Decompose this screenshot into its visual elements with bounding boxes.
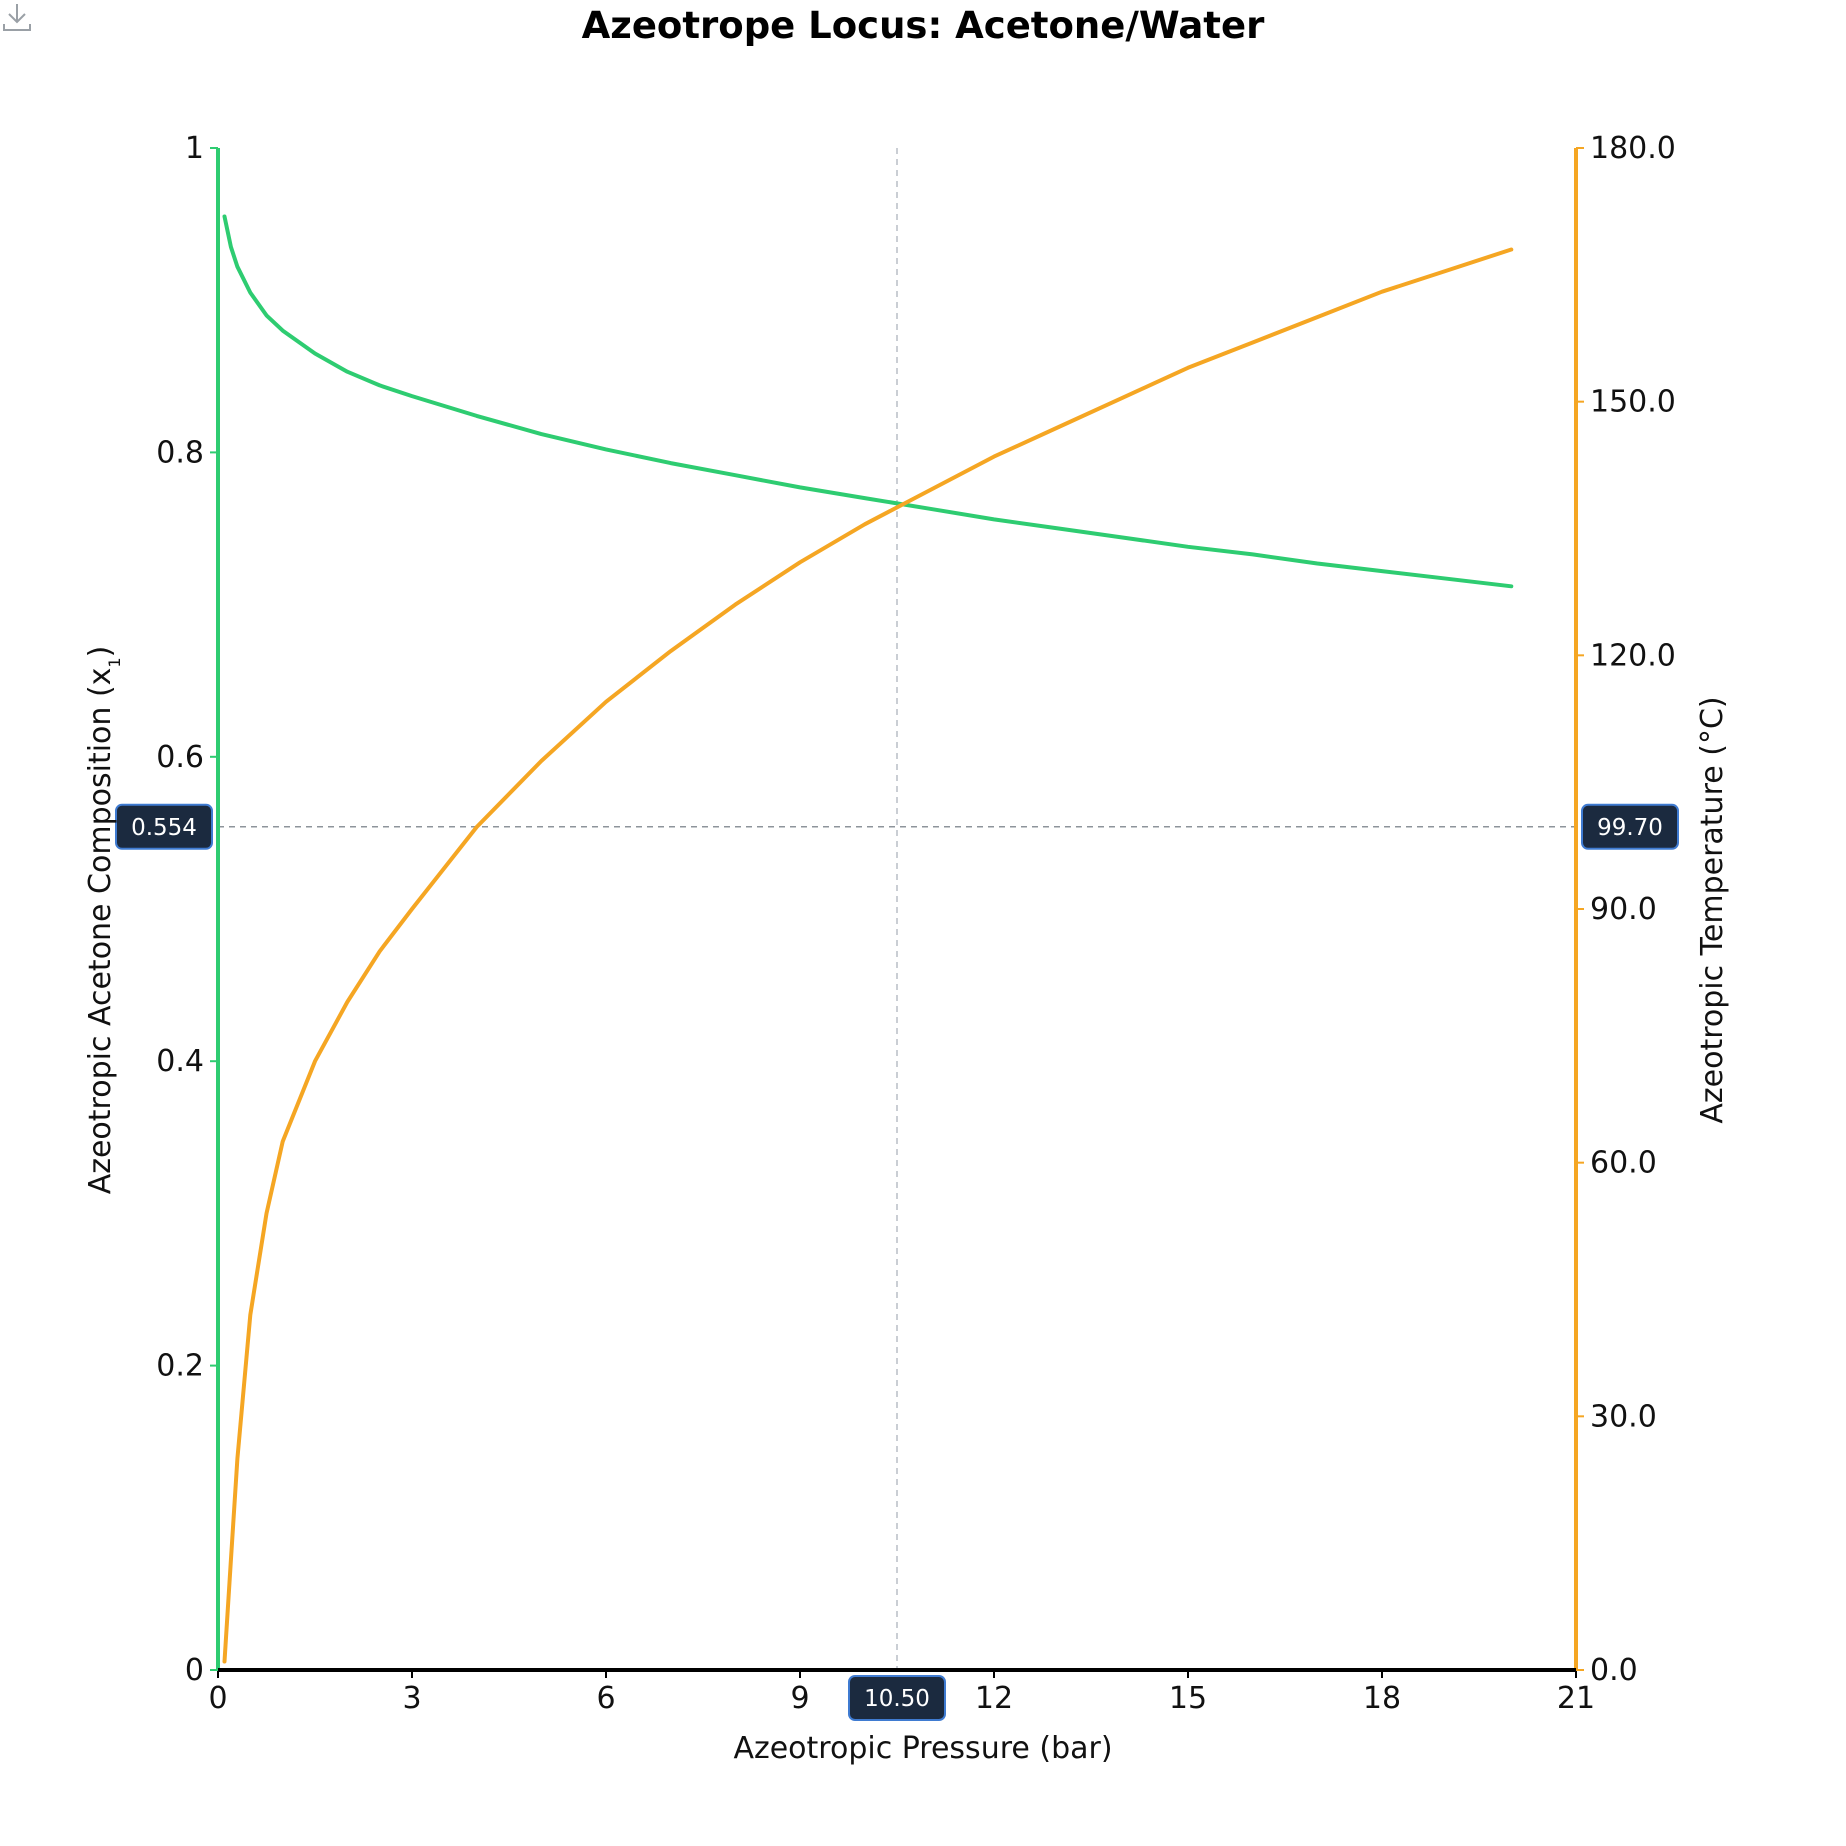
y-left-tick-label: 0.8 — [156, 435, 204, 470]
crosshair: 10.50 0.554 99.70 — [115, 148, 1679, 1721]
crosshair-y-right-badge-text: 99.70 — [1597, 815, 1663, 841]
crosshair-x-badge-text: 10.50 — [864, 1686, 930, 1712]
y-right-tick-label: 60.0 — [1590, 1146, 1657, 1181]
y-left-tick-label: 0 — [185, 1653, 204, 1688]
x-tick-label: 18 — [1363, 1681, 1401, 1716]
y-left-tick-label: 1 — [185, 131, 204, 166]
x-tick-label: 3 — [402, 1681, 421, 1716]
x-axis-label: Azeotropic Pressure (bar) — [733, 1731, 1112, 1766]
download-icon[interactable] — [0, 0, 34, 34]
x-tick-label: 6 — [596, 1681, 615, 1716]
y-left-axis-label-suffix: ) — [83, 646, 118, 658]
x-tick-label: 9 — [790, 1681, 809, 1716]
y-left-axis-label: Azeotropic Acetone Composition (x1) — [83, 646, 124, 1195]
crosshair-y-right-badge: 99.70 — [1581, 803, 1679, 850]
y-right-tick-label: 150.0 — [1590, 385, 1676, 420]
crosshair-y-left-badge-bg — [115, 803, 213, 850]
crosshair-y-left-badge: 0.554 — [115, 803, 213, 850]
temperature-series-line — [222, 247, 1514, 1664]
y-right-tick-label: 0.0 — [1590, 1653, 1638, 1688]
crosshair-x-badge-bg — [848, 1675, 946, 1721]
chart-title: Azeotrope Locus: Acetone/Water — [582, 4, 1265, 47]
series-layer — [222, 214, 1514, 1664]
axes: 0 3 6 9 12 15 18 21 0 0.2 0.4 0.6 0.8 1 0.0 30.0 60.0 90.… — [156, 131, 1676, 1716]
crosshair-x-badge: 10.50 — [848, 1675, 946, 1721]
x-tick-label: 15 — [1169, 1681, 1207, 1716]
y-right-tick-label: 180.0 — [1590, 131, 1676, 166]
y-left-axis-label-subscript: 1 — [105, 657, 124, 667]
y-left-tick-label: 0.2 — [156, 1349, 204, 1384]
y-right-tick-label: 90.0 — [1590, 892, 1657, 927]
x-tick-label: 21 — [1557, 1681, 1595, 1716]
composition-series-line — [222, 214, 1514, 589]
crosshair-y-right-badge-bg — [1581, 803, 1679, 850]
y-left-tick-label: 0.6 — [156, 740, 204, 775]
y-right-tick-label: 30.0 — [1590, 1399, 1657, 1434]
crosshair-y-left-badge-text: 0.554 — [131, 815, 197, 841]
y-left-axis-label-main: Azeotropic Acetone Composition (x — [83, 668, 118, 1195]
x-tick-label: 0 — [208, 1681, 227, 1716]
y-right-axis-label: Azeotropic Temperature (°C) — [1695, 696, 1730, 1123]
y-left-tick-label: 0.4 — [156, 1044, 204, 1079]
y-right-tick-label: 120.0 — [1590, 638, 1676, 673]
x-tick-label: 12 — [975, 1681, 1013, 1716]
